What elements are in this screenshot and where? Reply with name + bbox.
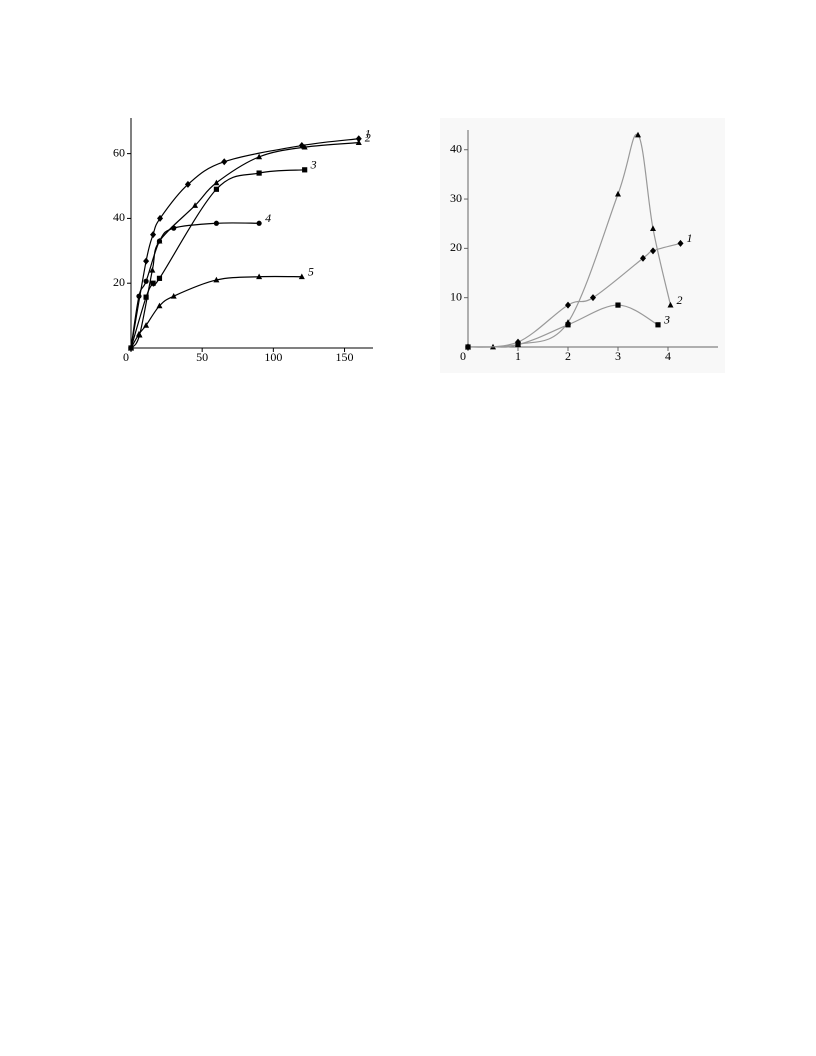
x-tick-label: 1 — [515, 349, 521, 363]
marker — [143, 257, 150, 265]
y-tick-label: 20 — [450, 240, 462, 254]
y-tick-label: 30 — [450, 191, 462, 205]
marker — [615, 302, 621, 308]
marker — [143, 322, 150, 328]
marker — [143, 278, 149, 284]
series-line — [130, 142, 359, 349]
marker — [256, 220, 262, 226]
marker — [355, 135, 362, 143]
marker — [157, 214, 164, 222]
marker — [655, 322, 661, 328]
series-label: 4 — [265, 211, 271, 225]
marker — [150, 280, 156, 286]
x-tick-label: 0 — [460, 349, 466, 363]
x-tick-label: 50 — [196, 350, 208, 364]
marker — [667, 301, 674, 308]
marker — [171, 225, 177, 231]
marker — [192, 202, 199, 208]
marker — [149, 267, 156, 273]
marker — [677, 239, 684, 247]
marker — [128, 344, 134, 351]
series-label: 3 — [663, 313, 670, 327]
marker — [565, 322, 571, 328]
marker — [136, 293, 142, 299]
x-tick-label: 3 — [615, 349, 621, 363]
y-tick-label: 60 — [113, 145, 125, 159]
marker — [156, 302, 163, 309]
x-tick-label: 150 — [336, 350, 354, 364]
series-line — [130, 275, 302, 349]
y-tick-label: 20 — [113, 275, 125, 289]
x-tick-label: 0 — [123, 350, 129, 364]
marker — [615, 190, 621, 197]
marker — [256, 273, 263, 280]
y-tick-label: 40 — [450, 141, 462, 155]
marker — [213, 220, 220, 226]
x-tick-label: 4 — [665, 349, 671, 363]
series-label: 1 — [365, 126, 371, 140]
marker — [184, 180, 191, 188]
marker — [565, 301, 571, 309]
marker — [355, 139, 362, 146]
marker — [150, 231, 157, 239]
marker — [650, 247, 656, 255]
marker — [213, 179, 220, 186]
panel-background — [440, 118, 725, 373]
marker — [221, 158, 228, 166]
marker — [156, 238, 163, 244]
series-label: 1 — [687, 231, 693, 245]
x-tick-label: 2 — [565, 349, 571, 363]
marker — [213, 276, 220, 283]
marker — [301, 143, 308, 150]
marker — [170, 292, 177, 299]
marker — [135, 330, 142, 337]
series-label: 2 — [677, 293, 683, 307]
x-tick-label: 100 — [264, 350, 282, 364]
marker — [256, 153, 263, 160]
series-line — [130, 169, 305, 349]
series-label: 5 — [308, 264, 314, 278]
series-label: 3 — [310, 158, 317, 172]
marker — [298, 273, 305, 280]
series-line — [130, 138, 359, 349]
marker — [590, 294, 596, 302]
marker — [156, 275, 163, 281]
marker — [302, 167, 308, 173]
y-tick-label: 10 — [450, 289, 462, 303]
marker — [650, 225, 656, 232]
marker — [143, 294, 149, 300]
y-tick-label: 40 — [113, 210, 125, 224]
series-label: 2 — [365, 130, 371, 144]
marker — [256, 170, 262, 176]
marker — [515, 341, 521, 348]
marker — [640, 254, 646, 262]
marker — [213, 186, 220, 192]
marker — [635, 131, 641, 138]
marker — [465, 344, 471, 350]
